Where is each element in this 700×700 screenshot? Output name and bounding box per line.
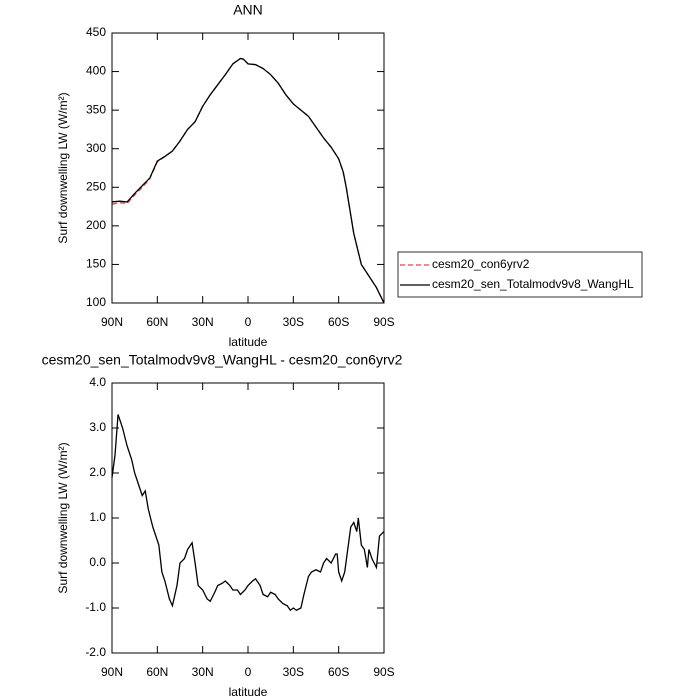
x-tick-label: 60S [328, 315, 349, 329]
x-tick-label: 30S [283, 665, 304, 679]
y-tick-label: 400 [86, 64, 106, 78]
y-tick-label: 300 [86, 141, 106, 155]
y-tick-label: 1.0 [89, 510, 106, 524]
x-tick-label: 90S [373, 665, 394, 679]
legend-label: cesm20_con6yrv2 [432, 257, 530, 271]
y-tick-label: 200 [86, 218, 106, 232]
x-axis-label: latitude [229, 335, 268, 349]
x-tick-label: 60N [146, 315, 168, 329]
y-tick-label: 350 [86, 102, 106, 116]
data-line [111, 57, 385, 304]
y-axis-label: Surf downwelling LW (W/m²) [56, 442, 70, 593]
y-tick-label: -2.0 [85, 645, 106, 659]
y-tick-label: 4.0 [89, 375, 106, 389]
x-tick-label: 30S [283, 315, 304, 329]
plot-frame [111, 382, 385, 654]
x-tick-label: 0 [245, 665, 252, 679]
x-tick-label: 90N [101, 665, 123, 679]
y-tick-label: 2.0 [89, 465, 106, 479]
chart-title: cesm20_sen_Totalmodv9v8_WangHL - cesm20_… [42, 352, 403, 368]
y-tick-label: -1.0 [85, 600, 106, 614]
x-axis-label: latitude [229, 685, 268, 699]
legend: cesm20_con6yrv2 cesm20_sen_Totalmodv9v8_W… [397, 251, 643, 298]
y-tick-label: 3.0 [89, 420, 106, 434]
chart-title: ANN [233, 2, 263, 18]
x-tick-label: 30N [192, 665, 214, 679]
y-tick-label: 150 [86, 257, 106, 271]
plot-frame [111, 32, 385, 304]
x-tick-label: 90S [373, 315, 394, 329]
y-tick-label: 450 [86, 25, 106, 39]
y-tick-label: 0.0 [89, 555, 106, 569]
y-axis-label: Surf downwelling LW (W/m²) [56, 92, 70, 243]
data-line [111, 57, 385, 304]
x-tick-label: 30N [192, 315, 214, 329]
x-tick-label: 60N [146, 665, 168, 679]
x-tick-label: 60S [328, 665, 349, 679]
x-tick-label: 0 [245, 315, 252, 329]
legend-box [397, 251, 643, 298]
y-tick-label: 250 [86, 179, 106, 193]
data-line [111, 414, 385, 612]
legend-label: cesm20_sen_Totalmodv9v8_WangHL [432, 277, 634, 291]
y-tick-label: 100 [86, 295, 106, 309]
x-tick-label: 90N [101, 315, 123, 329]
